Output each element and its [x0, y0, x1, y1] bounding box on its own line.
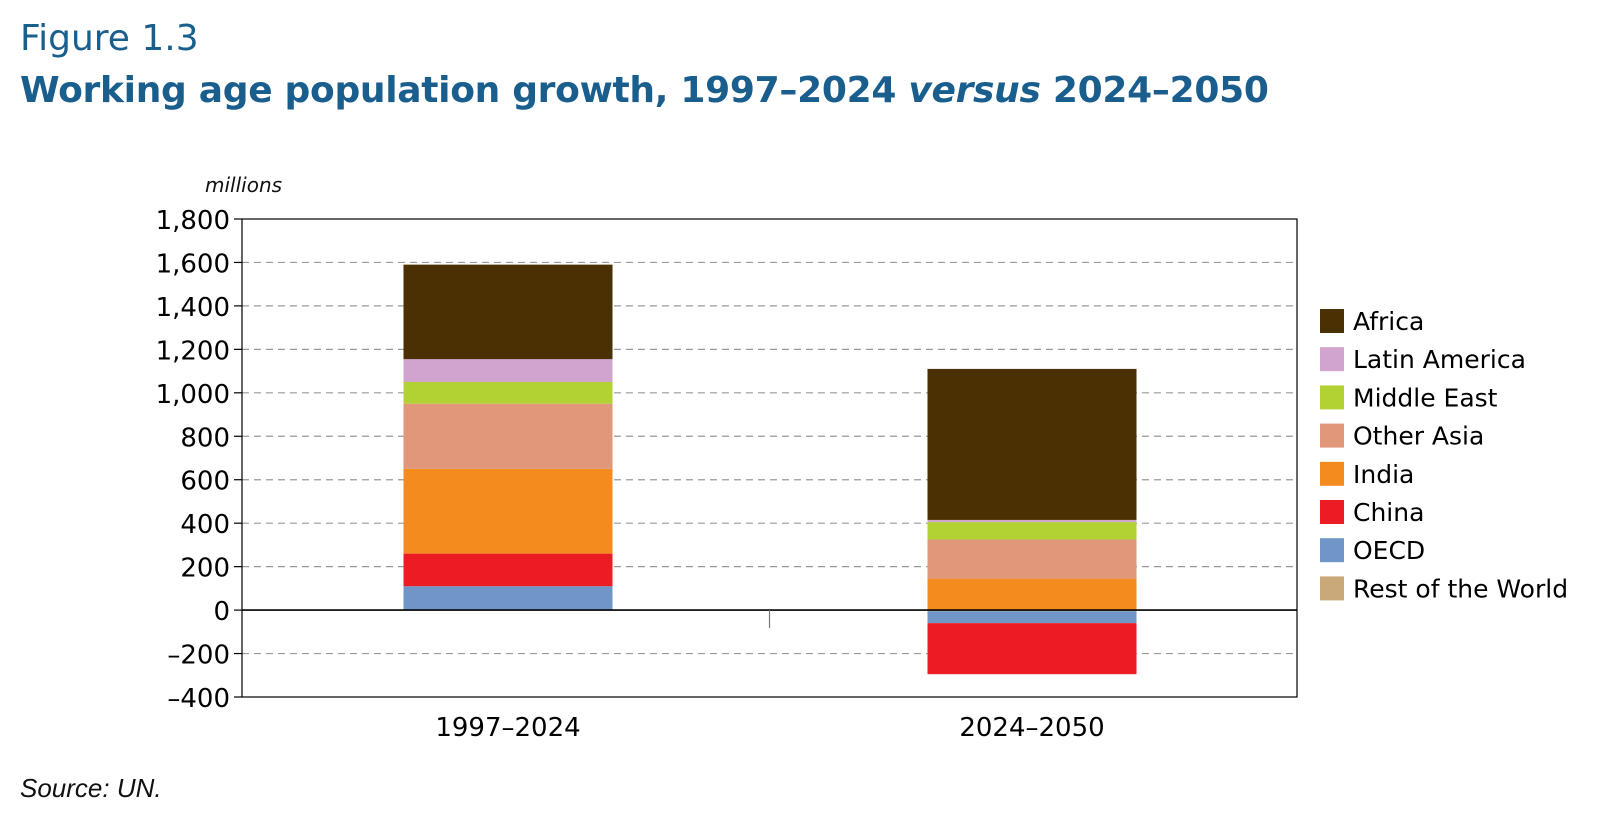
legend-swatch: [1320, 309, 1344, 333]
legend-item: Other Asia: [1320, 422, 1484, 451]
bars: [403, 264, 1137, 675]
plot-border: [241, 218, 1298, 698]
legend-label: Middle East: [1353, 383, 1498, 412]
legend-item: Africa: [1320, 307, 1424, 336]
y-tick-label: 1,200: [156, 336, 230, 366]
legend-swatch: [1320, 461, 1344, 486]
y-tick-label: 1,400: [156, 293, 230, 323]
bar-segment-middle-east: [403, 381, 613, 404]
legend-swatch: [1320, 576, 1344, 601]
bar-segment-other-asia: [403, 403, 613, 469]
bar-segment-other-asia: [927, 539, 1137, 579]
y-tick-label: 400: [180, 510, 230, 540]
x-tick-label: 1997–2024: [435, 713, 580, 743]
plot-frame: [241, 218, 1298, 698]
bar-segment-africa: [927, 368, 1137, 520]
legend-item: India: [1320, 460, 1414, 489]
legend-item: OECD: [1320, 536, 1425, 565]
y-tick-label: 200: [180, 554, 230, 584]
legend-swatch: [1320, 500, 1344, 524]
y-axis-ticks: 1,800 1,600 1,400 1,200 1,000 800 600 400 200 0 –2…: [156, 206, 242, 714]
y-tick-label: 800: [180, 423, 230, 453]
bar-segment-oecd: [403, 586, 613, 611]
legend-label: Africa: [1353, 307, 1424, 336]
legend-label: OECD: [1353, 536, 1425, 565]
x-tick-label: 2024–2050: [959, 713, 1104, 743]
figure-label: Figure 1.3: [20, 18, 199, 59]
bar-segment-india: [403, 468, 613, 554]
legend-swatch: [1320, 347, 1344, 372]
source-note: Source: UN.: [20, 773, 162, 803]
bar-segment-oecd: [927, 611, 1137, 624]
y-tick-label: –200: [167, 641, 230, 671]
legend-swatch: [1320, 385, 1344, 410]
legend-label: India: [1353, 460, 1414, 489]
y-tick-label: 1,000: [156, 380, 230, 410]
legend-label: Other Asia: [1353, 422, 1484, 451]
bar-segment-india: [927, 578, 1137, 611]
legend-swatch: [1320, 423, 1344, 448]
figure-title-part2: 2024–2050: [1040, 70, 1269, 111]
figure-title-italic: versus: [908, 70, 1041, 111]
y-tick-label: 0: [213, 597, 230, 627]
legend-item: Rest of the World: [1320, 574, 1568, 603]
y-tick-label: 1,800: [156, 206, 230, 236]
gridlines: [242, 261, 1297, 655]
legend-item: Middle East: [1320, 383, 1498, 412]
bar-segment-china: [403, 553, 613, 587]
figure-title-part1: Working age population growth, 1997–2024: [20, 70, 909, 111]
legend-label: Rest of the World: [1353, 574, 1568, 603]
bar-segment-middle-east: [927, 522, 1137, 540]
bar-segment-china: [927, 623, 1137, 675]
y-axis-unit-label: millions: [205, 173, 282, 197]
legend-label: Latin America: [1353, 345, 1526, 374]
legend-label: China: [1353, 498, 1424, 527]
legend-swatch: [1320, 538, 1344, 563]
figure-title: Working age population growth, 1997–2024…: [20, 70, 1269, 111]
y-tick-label: –400: [167, 684, 230, 714]
legend-item: China: [1320, 498, 1424, 527]
x-axis-ticks: 1997–2024 2024–2050: [435, 713, 1104, 743]
bar-segment-latin-america: [403, 359, 613, 382]
legend-item: Latin America: [1320, 345, 1526, 374]
y-tick-label: 600: [180, 467, 230, 497]
legend: Africa Latin America Middle East Other Asia…: [1320, 307, 1568, 603]
bar-segment-africa: [403, 264, 613, 360]
y-tick-label: 1,600: [156, 249, 230, 279]
bar-segment-latin-america: [927, 519, 1137, 523]
